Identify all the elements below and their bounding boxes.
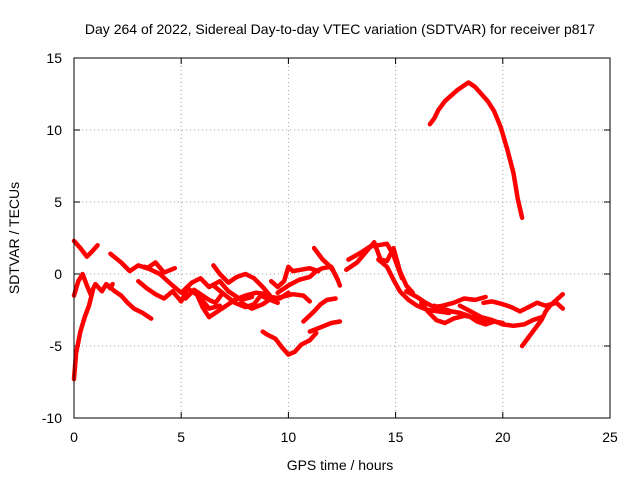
y-tick-labels: -10 -5 0 5 10 15: [42, 50, 62, 426]
y-tick-label: -10: [42, 410, 62, 426]
x-axis-title: GPS time / hours: [287, 457, 394, 473]
x-tick-label: 0: [70, 429, 78, 445]
x-tick-label: 20: [495, 429, 511, 445]
series-arc-27: [519, 291, 566, 349]
x-tick-label: 5: [177, 429, 185, 445]
x-tick-label: 25: [602, 429, 618, 445]
series-arc-12: [238, 291, 313, 311]
y-tick-label: 5: [54, 194, 62, 210]
series-arc-28: [427, 80, 525, 221]
series-arc-6: [136, 278, 223, 311]
series-arc-2: [71, 271, 94, 298]
series-arc-21: [376, 257, 452, 316]
series-arc-7: [142, 264, 255, 303]
x-tick-label: 15: [388, 429, 404, 445]
series-arc-24: [431, 303, 506, 327]
chart-title: Day 264 of 2022, Sidereal Day-to-day VTE…: [85, 21, 595, 37]
series-arc-16: [301, 296, 338, 324]
series-arc-20: [346, 241, 405, 281]
y-axis-title: SDTVAR / TECUs: [6, 182, 22, 294]
series-arc-22: [404, 289, 488, 310]
x-tick-label: 10: [281, 429, 297, 445]
grid: [74, 58, 610, 418]
series-arc-9: [193, 290, 270, 320]
series-arc-1: [71, 238, 100, 259]
series-arc-25: [457, 303, 544, 329]
y-tick-label: 0: [54, 266, 62, 282]
series-arc-18: [311, 245, 340, 283]
x-tick-labels: 0 5 10 15 20 25: [70, 429, 618, 445]
plot-border: [73, 57, 611, 419]
series-arc-4: [106, 283, 154, 321]
series-arc-13: [268, 264, 321, 290]
data-series: [71, 80, 566, 382]
y-tick-label: 10: [46, 122, 62, 138]
series-arc-15: [260, 329, 319, 357]
series-arc-8: [183, 287, 225, 306]
y-tick-label: 15: [46, 50, 62, 66]
series-arc-17: [307, 319, 343, 334]
y-tick-label: -5: [50, 338, 63, 354]
